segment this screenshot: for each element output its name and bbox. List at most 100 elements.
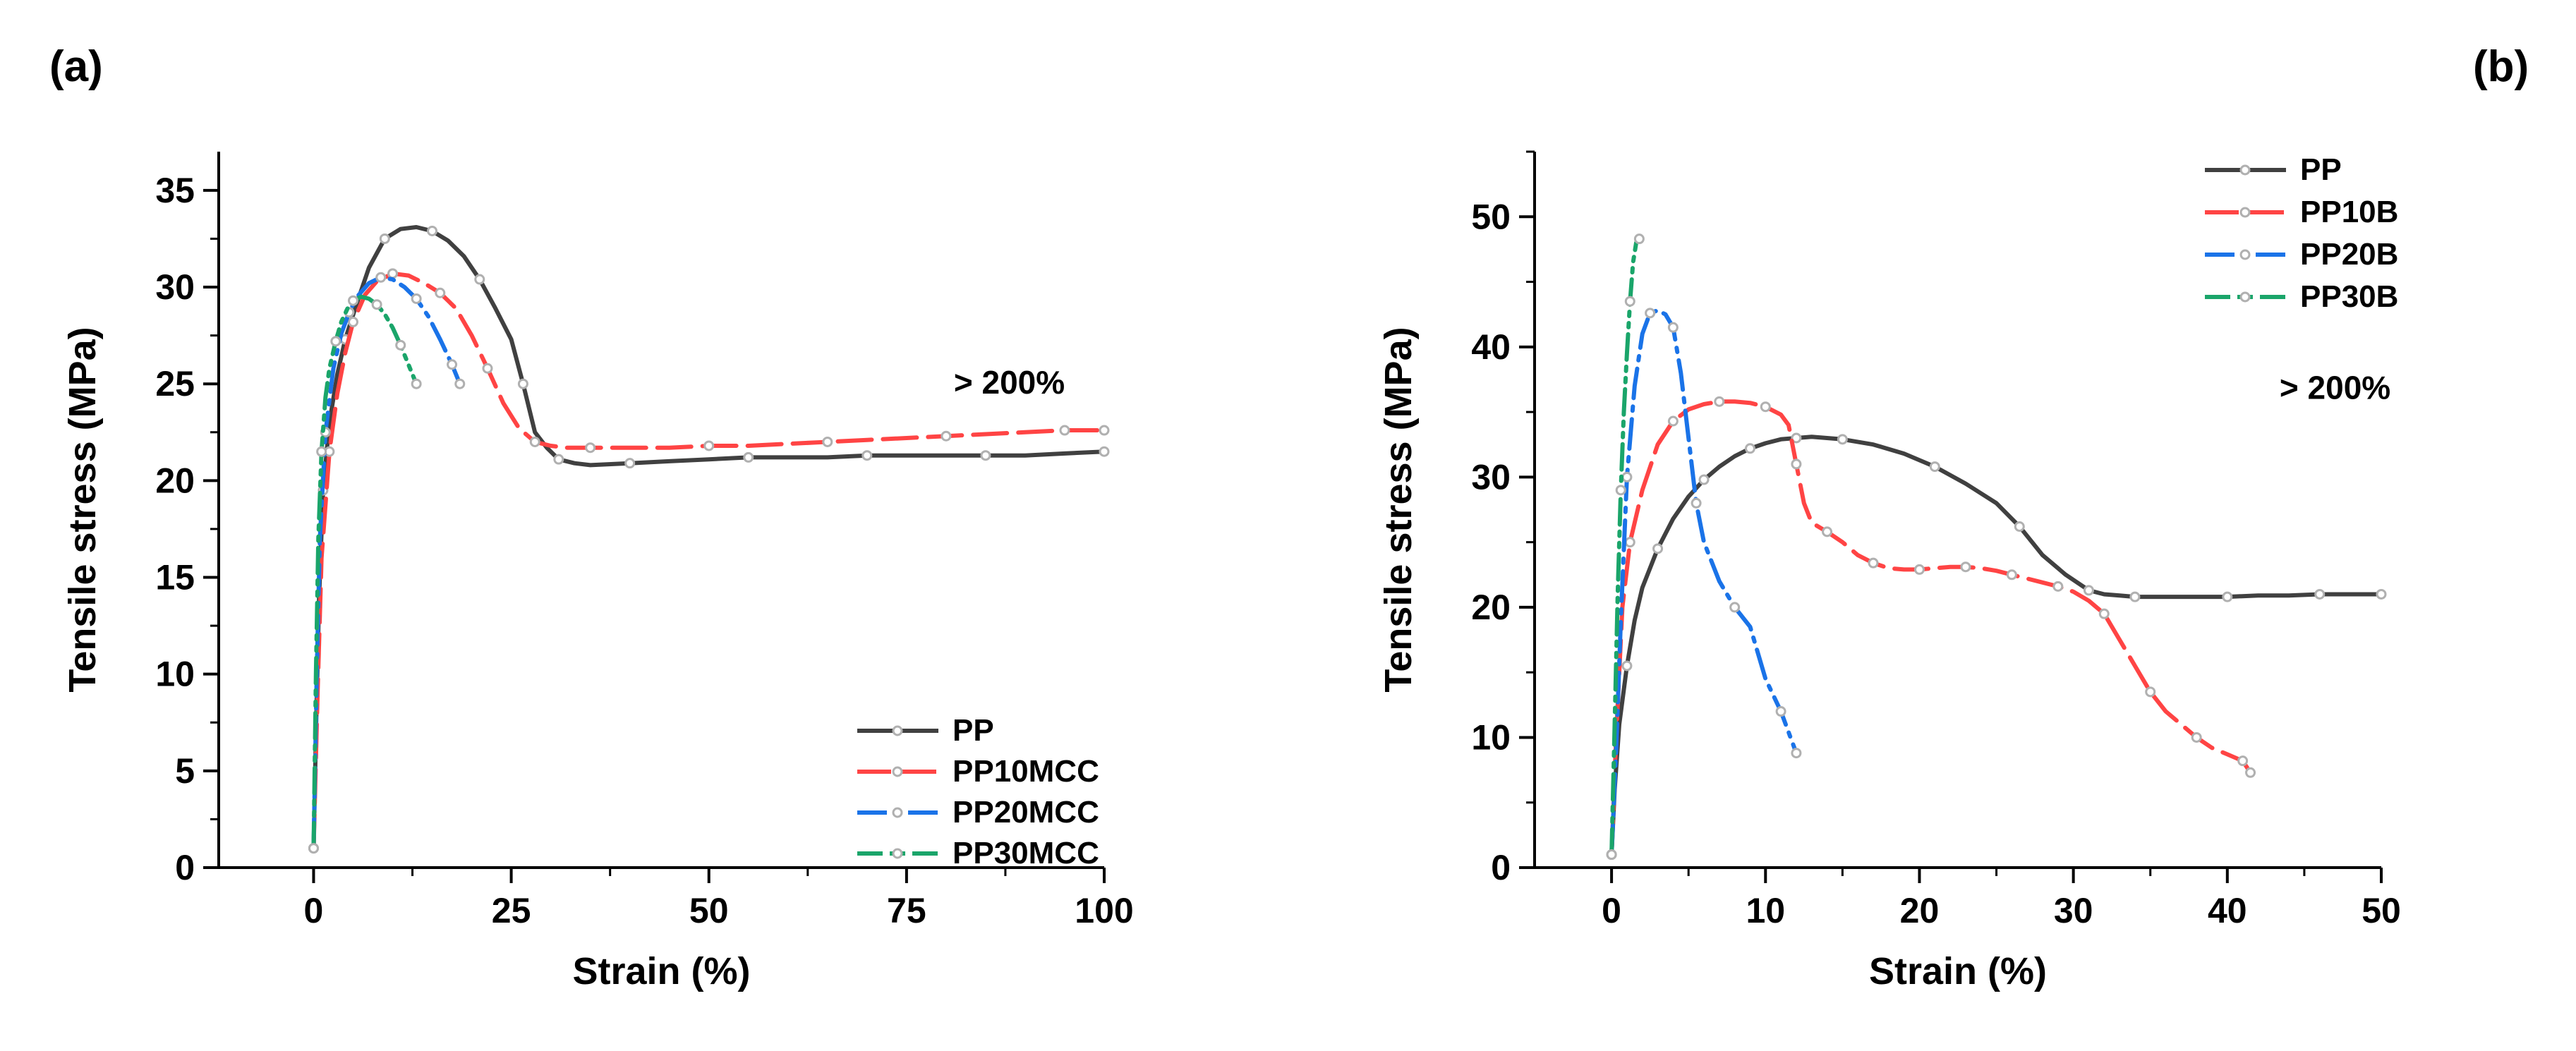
series-line-pp20b: [1609, 308, 1798, 857]
legend-label-pp20b: PP20B: [2300, 237, 2398, 272]
data-point-pp: [1929, 461, 1940, 473]
data-point-pp30mcc: [347, 295, 358, 306]
data-point-pp: [624, 458, 636, 469]
y-tick-label-b: 0: [1491, 848, 1511, 887]
data-point-pp10b: [1868, 557, 1879, 569]
data-point-pp10mcc: [347, 316, 358, 327]
data-point-pp: [2376, 588, 2387, 600]
data-point-pp10mcc: [585, 442, 596, 454]
data-point-pp30b: [1633, 233, 1645, 245]
data-point-pp: [1099, 446, 1110, 457]
legend-marker-pp30mcc: [892, 848, 903, 859]
data-point-pp10mcc: [1059, 425, 1070, 436]
annotation-b: > 200%: [2280, 370, 2390, 406]
data-point-pp20b: [1645, 308, 1656, 319]
panel-label-b: (b): [2473, 42, 2529, 91]
legend-label-pp20mcc: PP20MCC: [953, 795, 1099, 830]
data-point-pp: [980, 450, 991, 461]
data-point-pp20b: [1775, 706, 1786, 717]
data-point-pp: [1837, 434, 1848, 445]
legend-label-pp30mcc: PP30MCC: [953, 836, 1099, 870]
series-line-pp20mcc: [311, 275, 462, 851]
legend-marker-pp20b: [2239, 249, 2251, 260]
legend-label-pp10b: PP10B: [2300, 195, 2398, 229]
data-point-pp: [1698, 474, 1710, 485]
data-point-pp30mcc: [330, 336, 341, 347]
y-tick-label-a: 30: [155, 267, 195, 307]
data-point-pp10mcc: [529, 436, 540, 447]
data-point-pp10b: [2191, 731, 2202, 743]
data-point-pp30b: [1615, 485, 1626, 496]
y-tick-label-a: 25: [155, 364, 195, 403]
data-point-pp: [2314, 588, 2326, 600]
series-line-pp10mcc: [311, 271, 1106, 851]
y-tick-label-b: 10: [1471, 717, 1511, 757]
legend-label-pp30b: PP30B: [2300, 279, 2398, 314]
x-axis-title-a: Strain (%): [572, 950, 750, 992]
data-point-pp: [1744, 443, 1755, 454]
data-point-pp10b: [1960, 561, 1971, 573]
data-point-pp20mcc: [447, 359, 458, 370]
data-point-pp: [743, 451, 754, 463]
x-tick-label-b: 20: [1900, 891, 1940, 930]
data-point-pp20b: [1729, 602, 1741, 613]
data-point-pp10b: [2006, 569, 2017, 581]
x-axis-title-b: Strain (%): [1869, 950, 2047, 992]
y-axis-title-a: Tensile stress (MPa): [61, 327, 104, 692]
data-point-pp20mcc: [411, 293, 422, 304]
legend-marker-pp30b: [2239, 291, 2251, 303]
data-point-pp: [427, 225, 438, 236]
x-tick-label-a: 25: [492, 891, 531, 930]
x-tick-label-a: 100: [1075, 891, 1133, 930]
legend-marker-pp10b: [2239, 207, 2251, 218]
data-point-pp: [2014, 521, 2025, 532]
data-point-pp30mcc: [371, 299, 382, 310]
data-point-pp10mcc: [435, 287, 446, 298]
data-point-pp10mcc: [482, 363, 493, 374]
data-point-pp: [861, 450, 873, 461]
legend-label-pp10mcc: PP10MCC: [953, 754, 1099, 789]
y-tick-label-a: 10: [155, 655, 195, 694]
data-point-pp10b: [2052, 581, 2064, 592]
data-point-pp10b: [2098, 608, 2110, 619]
data-point-pp10b: [2145, 686, 2156, 698]
data-point-pp10b: [1822, 526, 1833, 537]
y-axis-title-b: Tensile stress (MPa): [1377, 327, 1420, 692]
series-line-pp10b: [1609, 399, 2253, 857]
data-point-pp30b: [1606, 849, 1617, 861]
data-point-pp: [1621, 660, 1633, 672]
data-point-pp20b: [1791, 748, 1802, 759]
x-tick-label-b: 30: [2054, 891, 2093, 930]
data-point-pp: [1791, 432, 1802, 444]
data-point-pp30mcc: [316, 446, 327, 457]
data-point-pp10b: [1667, 415, 1679, 427]
legend-marker-pp: [2239, 164, 2251, 176]
data-point-pp10b: [1760, 401, 1771, 413]
data-point-pp10mcc: [387, 268, 399, 279]
data-point-pp: [2083, 585, 2094, 596]
y-tick-label-a: 35: [155, 171, 195, 210]
legend-marker-pp10mcc: [892, 766, 903, 777]
x-tick-label-a: 50: [689, 891, 729, 930]
chart-a: 0 25 50 75 100 0 5 10 15 20 25 30 35 Strain (%) Tensil…: [61, 152, 1134, 992]
data-point-pp20mcc: [454, 378, 466, 389]
y-tick-label-b: 30: [1471, 457, 1511, 497]
data-point-pp10b: [1913, 564, 1925, 575]
data-point-pp10mcc: [822, 436, 833, 447]
data-point-pp: [1652, 543, 1664, 554]
data-point-pp20b: [1621, 471, 1633, 482]
data-point-pp: [2222, 591, 2233, 602]
x-tick-label-b: 0: [1602, 891, 1621, 930]
data-point-pp: [474, 274, 485, 285]
y-tick-label-b: 50: [1471, 197, 1511, 236]
chart-b: 0 10 20 30 40 50 0 10 20 30 40 50 Strain (%) Tensile …: [1377, 150, 2401, 992]
series-line-pp30mcc: [311, 294, 419, 851]
legend-label-pp: PP: [2300, 152, 2342, 187]
legend-label-pp: PP: [953, 713, 994, 748]
y-tick-label-b: 40: [1471, 327, 1511, 367]
legend-marker-pp20mcc: [892, 807, 903, 818]
data-point-pp: [517, 378, 528, 389]
y-tick-label-a: 15: [155, 558, 195, 597]
